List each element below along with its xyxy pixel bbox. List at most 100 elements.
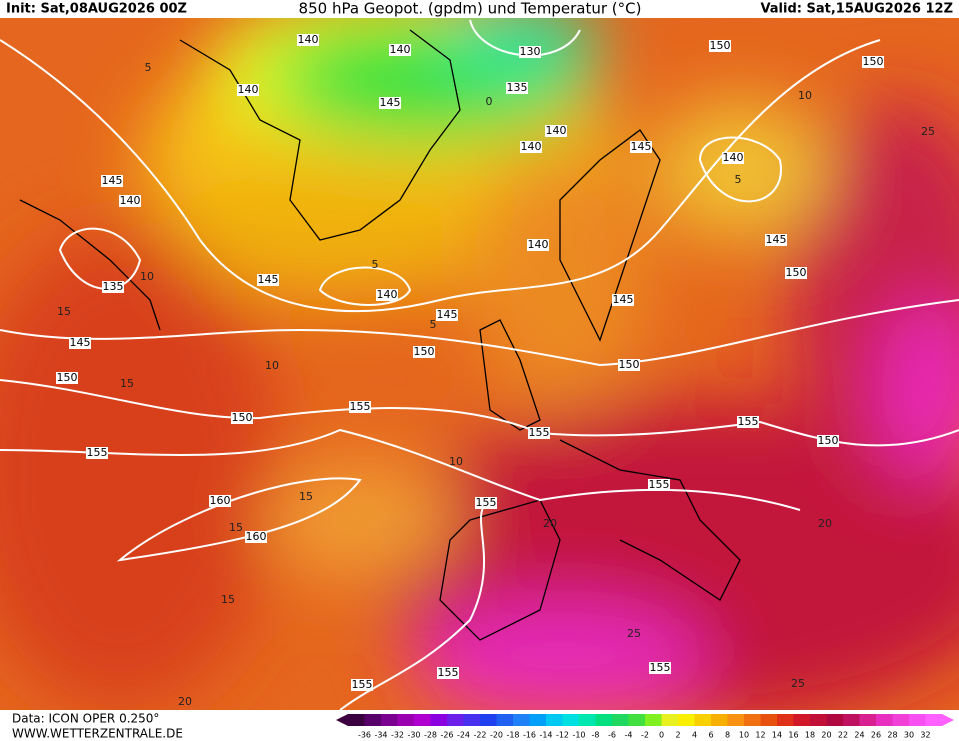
geopotential-label: 140 — [521, 140, 542, 153]
temperature-label: 5 — [430, 318, 437, 331]
geopotential-label: 150 — [232, 411, 253, 424]
colorbar-arrow-right — [942, 714, 954, 726]
colorbar-arrow-left — [336, 714, 348, 726]
geopotential-label: 130 — [520, 45, 541, 58]
colorbar-cell — [348, 714, 365, 726]
colorbar-label: -20 — [490, 731, 503, 740]
geopotential-label: 140 — [377, 288, 398, 301]
colorbar-cell — [645, 714, 662, 726]
geopotential-label: 155 — [529, 426, 550, 439]
geopotential-label: 140 — [723, 151, 744, 164]
temperature-label: 10 — [140, 270, 154, 283]
colorbar-cell — [760, 714, 778, 726]
colorbar-cell — [414, 714, 431, 726]
contour-label-box — [436, 309, 458, 321]
colorbar-cell — [826, 714, 844, 726]
contour-label-box — [612, 294, 634, 306]
geopotential-label: 150 — [619, 358, 640, 371]
colorbar-label: -34 — [374, 731, 387, 740]
contour-label-box — [231, 412, 253, 424]
geopotential-label: 140 — [546, 124, 567, 137]
geopotential-label: 145 — [70, 336, 91, 349]
colorbar-label: 14 — [772, 731, 782, 740]
colorbar-label: 18 — [805, 731, 815, 740]
geopotential-label: 155 — [350, 400, 371, 413]
colorbar-cell — [628, 714, 646, 726]
temperature-label: 25 — [627, 627, 641, 640]
contour-label-box — [86, 447, 108, 459]
contour-label-box — [376, 289, 398, 301]
temperature-label: 15 — [221, 593, 235, 606]
temperature-label: 20 — [818, 517, 832, 530]
geopotential-label: 140 — [298, 33, 319, 46]
contour-label-box — [519, 46, 541, 58]
colorbar-cell — [612, 714, 629, 726]
colorbar-cell — [364, 714, 382, 726]
geopotential-label: 145 — [766, 233, 787, 246]
colorbar-cell — [496, 714, 514, 726]
colorbar-cell — [711, 714, 728, 726]
contour-label-box — [209, 495, 231, 507]
temperature-label: 5 — [735, 173, 742, 186]
geopotential-label: 140 — [528, 238, 549, 251]
geopotential-label: 150 — [710, 39, 731, 52]
colorbar-cell — [909, 714, 926, 726]
geopotential-label: 145 — [631, 140, 652, 153]
contour-label-box — [765, 234, 787, 246]
colorbar-cell — [925, 714, 943, 726]
geopotential-label: 150 — [818, 434, 839, 447]
data-source: Data: ICON OPER 0.250° — [12, 712, 159, 726]
colorbar-label: -6 — [608, 731, 616, 740]
contour-label-box — [69, 337, 91, 349]
geopotential-label: 135 — [507, 81, 528, 94]
colorbar-cell — [727, 714, 745, 726]
temperature-label: 0 — [486, 95, 493, 108]
geopotential-label: 145 — [613, 293, 634, 306]
colorbar-cell — [694, 714, 712, 726]
temperature-label: 15 — [229, 521, 243, 534]
colorbar-label: 12 — [755, 731, 765, 740]
contour-label-box — [297, 34, 319, 46]
contour-label-box — [245, 531, 267, 543]
contour-label-box — [527, 239, 549, 251]
geopotential-label: 155 — [87, 446, 108, 459]
geopotential-label: 155 — [738, 415, 759, 428]
colorbar-label: -10 — [572, 731, 585, 740]
colorbar-cell — [777, 714, 794, 726]
contour-label-box — [56, 372, 78, 384]
colorbar-label: 28 — [887, 731, 897, 740]
colorbar-label: 20 — [821, 731, 831, 740]
contour-label-box — [630, 141, 652, 153]
contour-label-box — [413, 346, 435, 358]
contour-label-box — [649, 662, 671, 674]
geopotential-label: 145 — [102, 174, 123, 187]
contour-label-box — [237, 84, 259, 96]
website: WWW.WETTERZENTRALE.DE — [12, 727, 183, 741]
colorbar-cell — [397, 714, 415, 726]
colorbar-label: 4 — [692, 731, 697, 740]
contour-label-box — [437, 667, 459, 679]
colorbar-cell — [579, 714, 596, 726]
contour-label-box — [817, 435, 839, 447]
colorbar-cell — [381, 714, 398, 726]
contour-label-box — [648, 479, 670, 491]
contour-label-box — [722, 152, 744, 164]
contour-label-box — [737, 416, 759, 428]
temperature-label: 25 — [791, 677, 805, 690]
temperature-label: 10 — [449, 455, 463, 468]
geopotential-label: 145 — [437, 308, 458, 321]
colorbar-label: 22 — [838, 731, 848, 740]
contour-label-box — [389, 44, 411, 56]
colorbar-label: 6 — [708, 731, 713, 740]
temperature-label: 10 — [265, 359, 279, 372]
colorbar-cell — [562, 714, 580, 726]
geopotential-label: 160 — [210, 494, 231, 507]
geopotential-label: 145 — [380, 96, 401, 109]
geopotential-label: 140 — [238, 83, 259, 96]
temperature-label: 25 — [921, 125, 935, 138]
contour-label-box — [862, 56, 884, 68]
colorbar-label: -26 — [440, 731, 453, 740]
contour-label-box — [528, 427, 550, 439]
contour-label-box — [119, 195, 141, 207]
